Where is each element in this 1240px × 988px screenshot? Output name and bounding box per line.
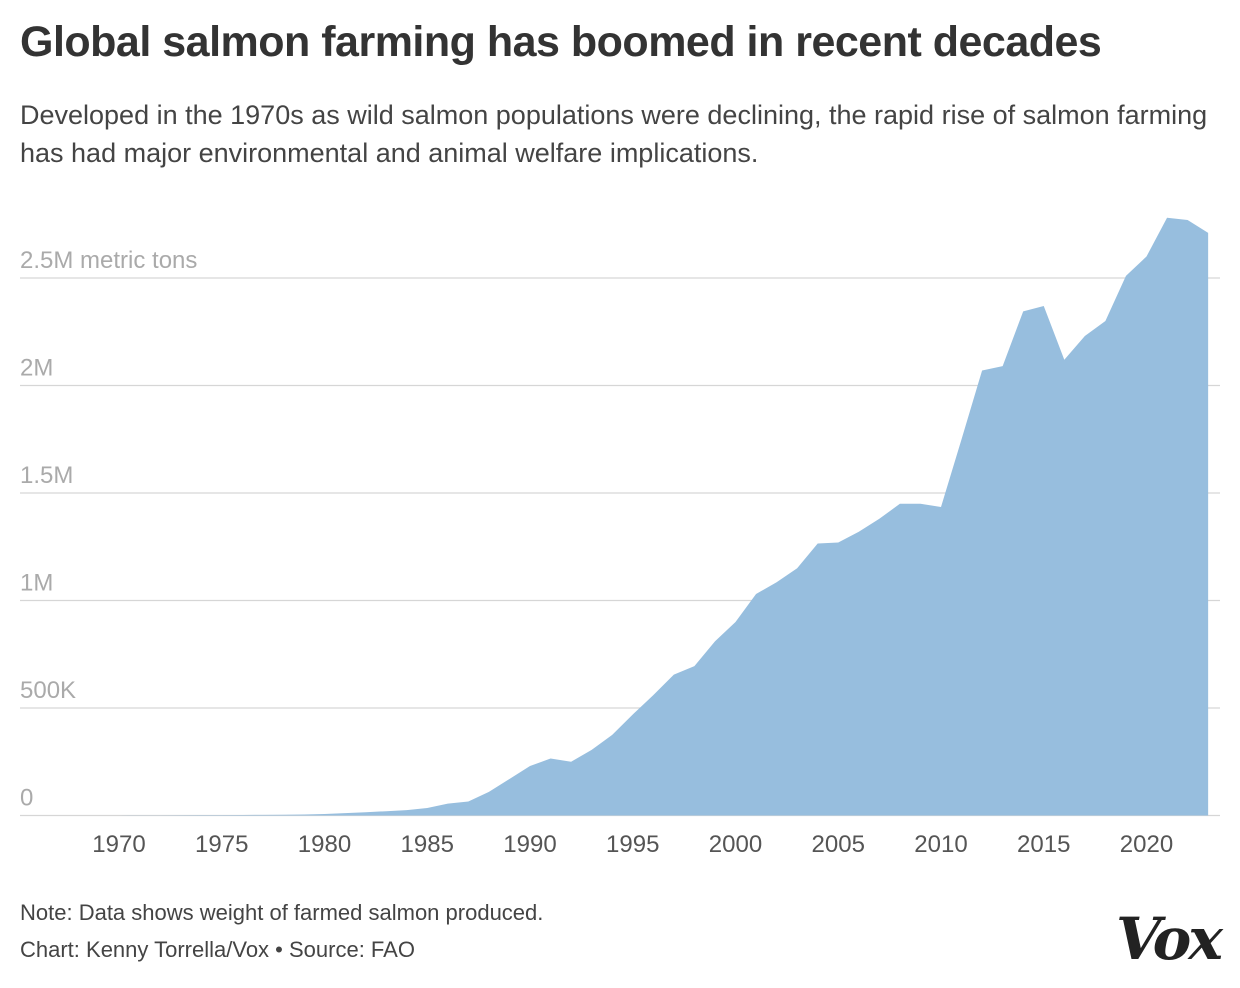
y-tick-label: 1M <box>20 570 53 597</box>
x-tick-label: 2020 <box>1120 831 1173 858</box>
x-tick-label: 1970 <box>92 831 145 858</box>
data-point <box>507 777 511 781</box>
chart-title: Global salmon farming has boomed in rece… <box>20 18 1102 66</box>
data-point <box>220 813 224 817</box>
data-point <box>1186 218 1190 222</box>
data-point <box>487 790 491 794</box>
x-tick-label: 2010 <box>914 831 967 858</box>
x-tick-label: 1990 <box>503 831 556 858</box>
y-axis-labels: 0 500K 1M 1.5M 2M 2.5M metric tons <box>20 247 197 812</box>
data-point <box>918 502 922 506</box>
data-point <box>466 800 470 804</box>
data-point <box>590 748 594 752</box>
data-point <box>898 502 902 506</box>
data-point <box>877 517 881 521</box>
x-axis-labels: 1970 1975 1980 1985 1990 1995 2000 2005 2010 2015… <box>92 831 1173 858</box>
y-tick-label: 1.5M <box>20 462 73 489</box>
y-tick-label: 2.5M metric tons <box>20 247 197 274</box>
data-point <box>446 802 450 806</box>
chart-note: Note: Data shows weight of farmed salmon… <box>20 900 544 925</box>
data-point <box>384 809 388 813</box>
data-point <box>1165 216 1169 220</box>
data-point <box>713 639 717 643</box>
data-point <box>734 620 738 624</box>
data-point <box>343 811 347 815</box>
data-point <box>980 368 984 372</box>
data-point <box>569 760 573 764</box>
data-point <box>240 813 244 817</box>
data-point <box>857 530 861 534</box>
data-point <box>138 813 142 817</box>
data-point <box>651 693 655 697</box>
data-point <box>281 813 285 817</box>
y-tick-label: 500K <box>20 677 76 704</box>
data-point <box>692 664 696 668</box>
data-point <box>1103 319 1107 323</box>
data-point <box>199 813 203 817</box>
vox-logo: Vox <box>1116 905 1223 973</box>
data-point <box>179 813 183 817</box>
x-tick-label: 1995 <box>606 831 659 858</box>
data-point <box>1021 309 1025 313</box>
data-point <box>1145 255 1149 259</box>
data-point <box>672 673 676 677</box>
x-tick-label: 2005 <box>812 831 865 858</box>
x-tick-label: 1985 <box>401 831 454 858</box>
data-point <box>261 813 265 817</box>
area-series <box>117 216 1210 817</box>
y-tick-label: 0 <box>20 785 33 812</box>
data-point <box>425 806 429 810</box>
data-point <box>323 812 327 816</box>
data-point <box>631 712 635 716</box>
data-point <box>836 540 840 544</box>
data-point <box>1062 358 1066 362</box>
data-point <box>795 566 799 570</box>
x-tick-label: 2000 <box>709 831 762 858</box>
data-point <box>960 437 964 441</box>
data-point <box>754 592 758 596</box>
data-point <box>364 810 368 814</box>
chart-subtitle: Developed in the 1970s as wild salmon po… <box>20 100 1208 168</box>
area-series-fill <box>119 217 1209 816</box>
data-point <box>1042 304 1046 308</box>
data-point <box>816 542 820 546</box>
data-point <box>117 813 121 817</box>
data-point <box>939 505 943 509</box>
chart-credit: Chart: Kenny Torrella/Vox • Source: FAO <box>20 937 415 962</box>
data-point <box>549 757 553 761</box>
y-tick-label: 2M <box>20 355 53 382</box>
data-point <box>1083 334 1087 338</box>
data-point <box>302 813 306 817</box>
data-point <box>405 808 409 812</box>
x-tick-label: 2015 <box>1017 831 1070 858</box>
data-point <box>1001 364 1005 368</box>
x-tick-label: 1975 <box>195 831 248 858</box>
data-point <box>775 580 779 584</box>
data-point <box>610 733 614 737</box>
data-point <box>1124 274 1128 278</box>
x-tick-label: 1980 <box>298 831 351 858</box>
data-point <box>158 813 162 817</box>
data-point <box>1206 231 1210 235</box>
data-point <box>528 764 532 768</box>
